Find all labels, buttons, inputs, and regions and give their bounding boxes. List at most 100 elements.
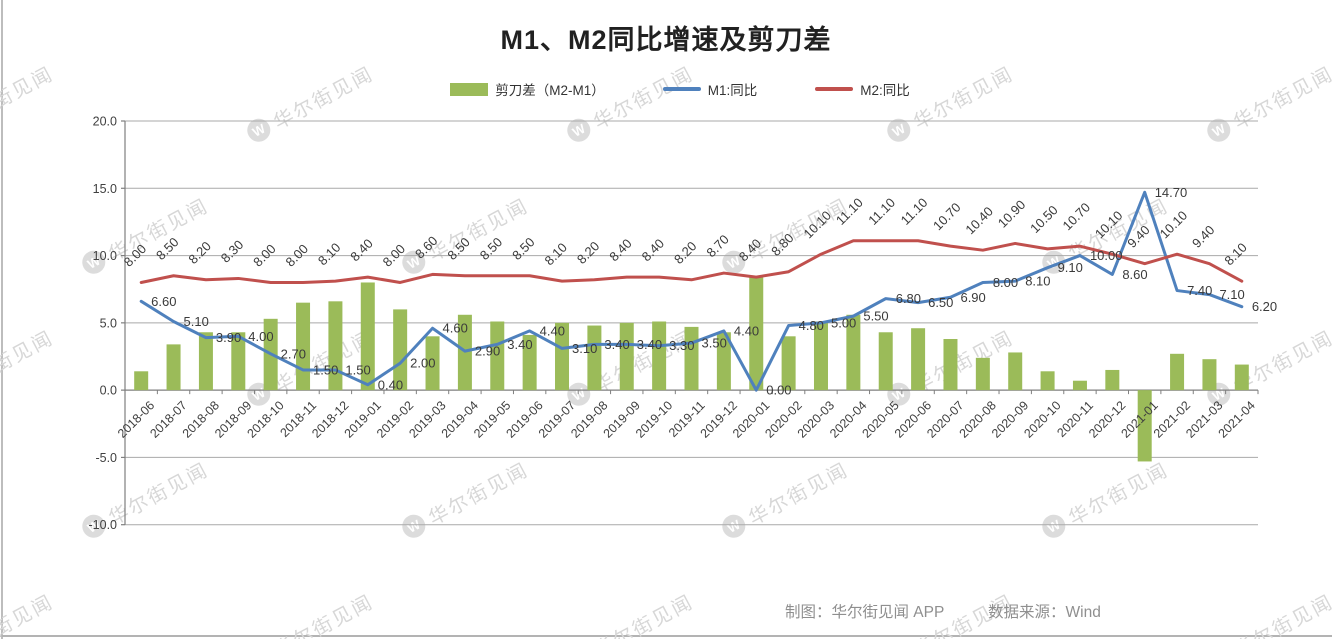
- svg-text:3.30: 3.30: [669, 338, 694, 353]
- bar: [1202, 359, 1217, 391]
- svg-text:8.40: 8.40: [347, 236, 376, 265]
- svg-text:3.50: 3.50: [702, 336, 727, 351]
- svg-text:3.40: 3.40: [604, 337, 629, 352]
- svg-text:8.50: 8.50: [153, 234, 182, 263]
- bar: [781, 336, 796, 391]
- bar: [878, 332, 893, 391]
- svg-text:8.10: 8.10: [1221, 240, 1250, 269]
- bar: [134, 371, 149, 391]
- bar: [943, 338, 958, 391]
- legend-item-m1: M1:同比: [662, 79, 757, 99]
- svg-text:8.40: 8.40: [606, 236, 635, 265]
- svg-text:8.60: 8.60: [1122, 267, 1147, 282]
- bar: [1234, 364, 1249, 391]
- bar: [1040, 371, 1055, 391]
- svg-text:11.10: 11.10: [898, 195, 931, 228]
- svg-text:14.70: 14.70: [1155, 185, 1188, 200]
- svg-text:4.00: 4.00: [248, 329, 273, 344]
- legend-swatch-m2-line: [815, 87, 854, 91]
- svg-text:6.60: 6.60: [151, 294, 176, 309]
- svg-text:3.40: 3.40: [507, 337, 532, 352]
- svg-text:4.40: 4.40: [734, 323, 759, 338]
- svg-text:10.90: 10.90: [995, 197, 1029, 231]
- svg-text:8.10: 8.10: [315, 240, 344, 269]
- bar: [716, 332, 731, 391]
- svg-text:10.10: 10.10: [1092, 208, 1126, 242]
- svg-text:2.70: 2.70: [281, 346, 306, 361]
- svg-text:6.50: 6.50: [928, 295, 953, 310]
- svg-text:5.10: 5.10: [184, 314, 209, 329]
- bar: [619, 322, 634, 391]
- bar: [198, 332, 213, 391]
- svg-text:10.0: 10.0: [93, 249, 117, 263]
- bar: [555, 322, 570, 391]
- bar: [393, 309, 408, 391]
- bar: [328, 301, 343, 391]
- svg-text:8.40: 8.40: [736, 236, 765, 265]
- svg-text:8.00: 8.00: [250, 241, 279, 270]
- svg-text:8.00: 8.00: [380, 241, 409, 270]
- svg-text:6.80: 6.80: [896, 291, 921, 306]
- svg-text:8.10: 8.10: [1025, 274, 1050, 289]
- svg-text:8.40: 8.40: [639, 236, 668, 265]
- bar: [1008, 352, 1023, 391]
- bar: [1072, 380, 1087, 391]
- svg-text:10.70: 10.70: [930, 200, 964, 234]
- svg-text:7.40: 7.40: [1187, 283, 1212, 298]
- bar: [911, 328, 926, 391]
- svg-text:-10.0: -10.0: [89, 518, 118, 532]
- svg-text:0.00: 0.00: [766, 383, 791, 398]
- bar: [231, 332, 246, 391]
- svg-text:4.40: 4.40: [540, 323, 565, 338]
- bar: [813, 321, 828, 391]
- svg-text:2.90: 2.90: [475, 344, 500, 359]
- svg-text:8.10: 8.10: [542, 240, 571, 269]
- series-lines: [139, 190, 1244, 392]
- svg-text:9.40: 9.40: [1124, 222, 1153, 251]
- gridlines: [125, 120, 1258, 526]
- svg-text:8.20: 8.20: [185, 238, 214, 267]
- svg-text:8.00: 8.00: [993, 275, 1018, 290]
- svg-text:4.80: 4.80: [799, 318, 824, 333]
- svg-text:7.10: 7.10: [1219, 287, 1244, 302]
- svg-text:5.50: 5.50: [863, 309, 888, 324]
- bar: [846, 314, 861, 391]
- bar: [166, 344, 181, 391]
- bar: [975, 357, 990, 391]
- bar: [749, 277, 764, 391]
- legend-item-scissors: 剪刀差（M2-M1）: [450, 79, 605, 99]
- svg-text:0.0: 0.0: [100, 384, 117, 398]
- svg-text:4.60: 4.60: [443, 321, 468, 336]
- axes: [121, 120, 1259, 526]
- page-border-bottom: [0, 635, 1332, 637]
- bar: [652, 321, 667, 391]
- svg-text:8.60: 8.60: [412, 233, 441, 262]
- svg-text:8.80: 8.80: [768, 230, 797, 259]
- svg-text:3.90: 3.90: [216, 330, 241, 345]
- svg-text:8.30: 8.30: [218, 237, 247, 266]
- svg-text:8.50: 8.50: [444, 234, 473, 263]
- svg-text:8.50: 8.50: [477, 234, 506, 263]
- svg-text:11.10: 11.10: [833, 195, 866, 228]
- legend-item-m2: M2:同比: [815, 79, 910, 99]
- svg-text:6.20: 6.20: [1252, 299, 1277, 314]
- svg-text:1.50: 1.50: [345, 362, 370, 377]
- chart-legend: 剪刀差（M2-M1） M1:同比 M2:同比: [0, 79, 1332, 99]
- svg-text:5.0: 5.0: [100, 316, 117, 330]
- legend-label-scissors: 剪刀差（M2-M1）: [495, 83, 605, 98]
- data-source: 数据来源：Wind: [988, 604, 1101, 621]
- svg-text:9.10: 9.10: [1058, 260, 1083, 275]
- m1-line: [139, 190, 1244, 392]
- svg-text:10.10: 10.10: [1157, 208, 1191, 242]
- svg-text:3.40: 3.40: [637, 337, 662, 352]
- bar: [1105, 369, 1120, 391]
- svg-text:9.40: 9.40: [1189, 222, 1218, 251]
- legend-swatch-scissors-bar: [450, 82, 489, 96]
- svg-text:10.00: 10.00: [1090, 248, 1123, 263]
- svg-text:8.20: 8.20: [574, 238, 603, 267]
- svg-text:8.00: 8.00: [283, 241, 312, 270]
- bar: [425, 336, 440, 391]
- svg-text:-5.0: -5.0: [95, 451, 117, 465]
